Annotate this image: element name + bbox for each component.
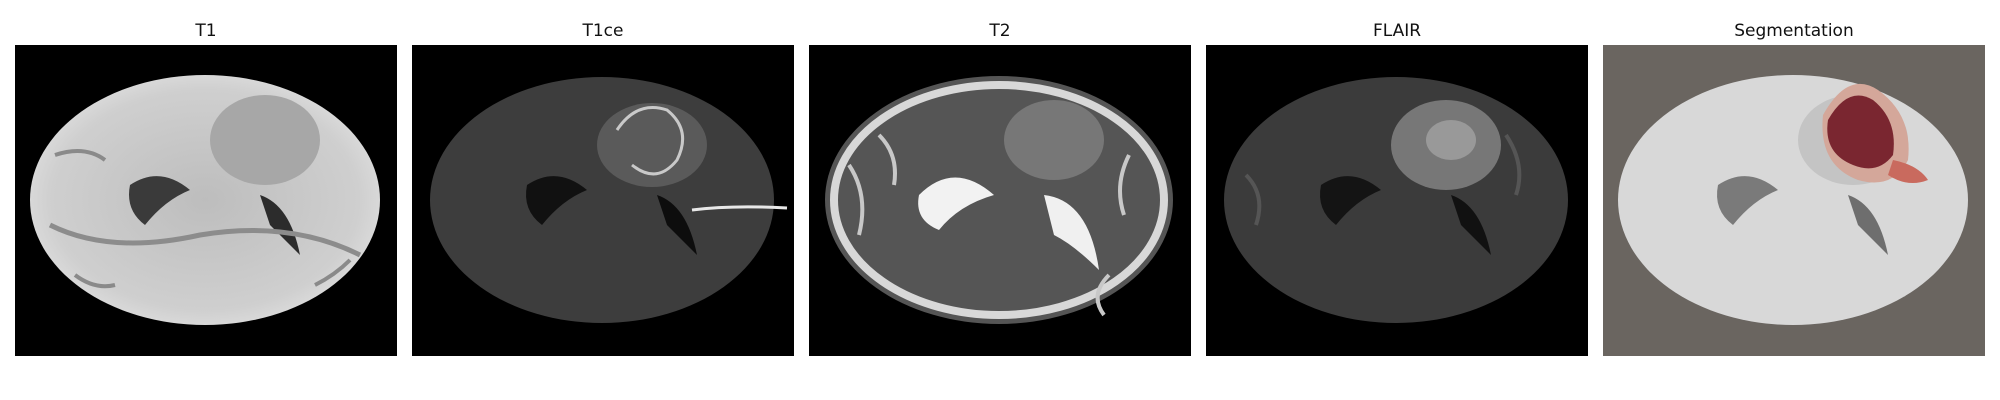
panel-t1: T1 — [15, 20, 397, 356]
mri-image-flair — [1206, 45, 1588, 356]
panel-flair: FLAIR — [1206, 20, 1588, 356]
brain-slice-t1 — [30, 75, 380, 325]
mri-image-t1ce — [412, 45, 794, 356]
mri-image-t1 — [15, 45, 397, 356]
panel-title: T2 — [989, 21, 1011, 41]
brain-slice-t1ce — [430, 77, 788, 323]
brain-slice-segmentation-overlay — [1618, 75, 1968, 325]
brain-slice-t2 — [825, 76, 1173, 324]
panel-title: T1ce — [582, 21, 624, 41]
mri-image-t2 — [809, 45, 1191, 356]
panel-title: Segmentation — [1734, 21, 1854, 41]
panel-segmentation: Segmentation — [1603, 20, 1985, 356]
brain-slice-flair — [1224, 77, 1568, 323]
panel-t1ce: T1ce — [412, 20, 794, 356]
panel-title: T1 — [195, 21, 217, 41]
panel-title: FLAIR — [1372, 21, 1422, 41]
panel-t2: T2 — [809, 20, 1191, 356]
mri-image-segmentation — [1603, 45, 1985, 356]
